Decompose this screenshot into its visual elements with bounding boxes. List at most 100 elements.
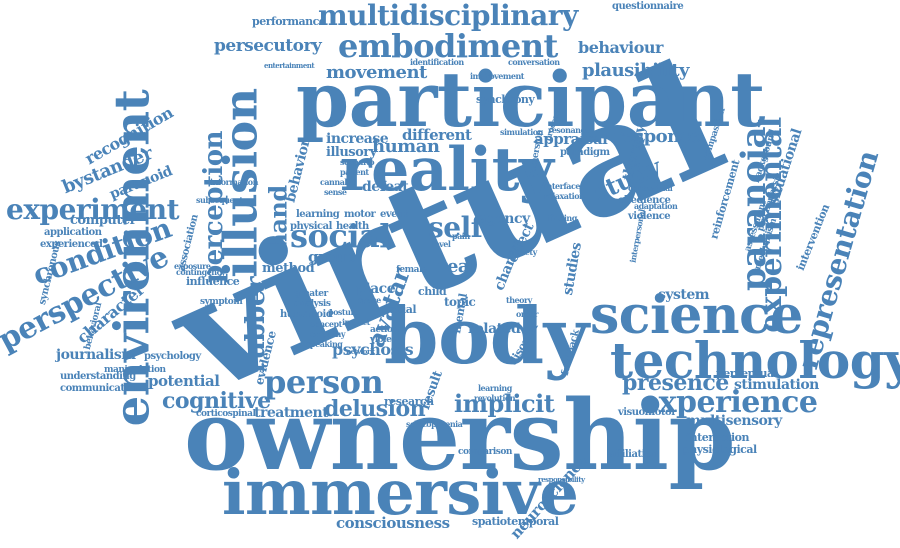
word-physical: physical	[290, 221, 332, 232]
word-human: human	[372, 136, 440, 157]
word-interaction: interaction	[686, 431, 749, 444]
word-spatiotemporal: spatiotemporal	[472, 515, 559, 528]
word-empathy: empathy	[310, 329, 346, 339]
word-obedience: obedience	[618, 195, 671, 206]
word-multisensory: multisensory	[686, 413, 782, 429]
word-revolution: revolution	[474, 393, 516, 403]
word-real: real	[438, 256, 476, 277]
word-affiliation: affiliation	[608, 449, 658, 460]
word-information: information	[210, 177, 258, 187]
word-journalism: journalism	[56, 347, 136, 363]
word-experience: experience	[640, 385, 818, 420]
word-self: self	[428, 211, 483, 244]
word-humanoid: humanoid	[280, 309, 333, 320]
word-consciousness: consciousness	[336, 514, 450, 532]
word-defeat: defeat	[362, 179, 409, 195]
word-implicit: implicit	[454, 389, 555, 418]
word-psychosis: psychosis	[332, 340, 414, 359]
word-subsequent: subsequent	[196, 195, 243, 205]
word-interface: interface	[544, 181, 580, 191]
word-perceptual: perceptual	[716, 367, 778, 380]
word-group: group	[308, 248, 356, 266]
word-adaptation: adaptation	[634, 201, 678, 211]
word-cognitive: cognitive	[162, 388, 271, 414]
word-communication: communication	[60, 383, 141, 394]
word-violence: violence	[628, 211, 671, 222]
word-greater: greater	[294, 289, 328, 299]
word-simulation: simulation	[500, 127, 543, 137]
word-related: related	[468, 321, 521, 337]
word-place: place	[356, 281, 396, 297]
word-learning-2: learning	[478, 383, 512, 393]
word-posture: posture	[328, 307, 359, 317]
word-plausibility: plausibility	[582, 60, 690, 81]
word-understanding: understanding	[60, 371, 136, 382]
word-impact: impact	[342, 317, 370, 327]
word-speaking: speaking	[306, 339, 343, 349]
word-theory: theory	[506, 295, 532, 305]
word-patient: patient	[340, 167, 369, 177]
word-level: level	[432, 239, 451, 249]
word-conceptual: conceptual	[628, 183, 673, 193]
word-analysis: analysis	[294, 299, 331, 309]
word-relaxation: relaxation	[544, 191, 585, 201]
word-influence: influence	[186, 275, 240, 288]
word-potential: potential	[148, 372, 220, 390]
word-persecutory: persecutory	[214, 36, 322, 56]
word-science: science	[590, 285, 803, 346]
word-computer: computer	[70, 213, 137, 228]
word-system: system	[658, 287, 710, 303]
word-comparison: comparison	[458, 447, 512, 457]
word-social: social	[290, 217, 391, 255]
word-method: method	[262, 261, 315, 276]
word-sense: sense	[324, 187, 347, 197]
word-action: action	[370, 325, 399, 335]
word-performance: performance	[252, 15, 326, 28]
word-psychology: psychology	[144, 351, 201, 362]
word-schizophrenia: schizophrenia	[406, 419, 463, 429]
word-experiment: experiment	[6, 193, 180, 226]
word-finding: finding	[548, 213, 577, 223]
word-responsibility: responsibility	[538, 475, 585, 484]
word-paradigm: paradigm	[560, 147, 610, 158]
word-manipulation: manipulation	[104, 365, 166, 375]
word-concept: concept	[310, 319, 342, 329]
word-anxiety: anxiety	[508, 247, 537, 257]
word-research: research	[384, 395, 434, 408]
word-stimulation: stimulation	[734, 377, 819, 393]
word-appraisal: appraisal	[534, 130, 608, 148]
word-movement: movement	[326, 62, 427, 83]
word-presence: presence	[622, 370, 729, 396]
word-scenario: scenario	[340, 157, 375, 167]
word-exposure: exposure	[174, 261, 211, 271]
word-synchrony: synchrony	[476, 93, 535, 106]
word-embodiment: embodiment	[338, 27, 558, 65]
word-response: response	[614, 126, 701, 147]
word-event: event	[380, 209, 408, 220]
word-cannabis: cannabis	[320, 177, 357, 187]
word-increase: increase	[326, 131, 389, 147]
word-corticospinal: corticospinal	[196, 409, 256, 419]
word-reality: reality	[340, 135, 554, 205]
word-identification: identification	[410, 57, 464, 67]
word-illusory: illusory	[326, 145, 377, 160]
word-conversation: conversation	[508, 57, 560, 67]
word-racial: racial	[384, 303, 417, 316]
word-application: application	[44, 227, 102, 238]
word-symptom: symptom	[200, 297, 243, 307]
word-visuomotor: visuomotor	[618, 407, 677, 418]
word-experienced: experienced	[40, 239, 103, 250]
word-entertainment: entertainment	[264, 61, 315, 70]
word-health: health	[336, 221, 369, 232]
word-body: body	[384, 291, 589, 382]
word-immersive: immersive	[222, 456, 579, 529]
word-participant: participant	[296, 55, 765, 144]
word-motor: motor	[344, 209, 376, 220]
word-space: space	[358, 295, 381, 305]
word-person: person	[264, 363, 384, 401]
word-ownership: ownership	[184, 379, 736, 492]
word-behaviour: behaviour	[578, 38, 663, 57]
word-multidisciplinary: multidisciplinary	[318, 0, 578, 32]
word-contingency: contingency	[176, 267, 226, 277]
